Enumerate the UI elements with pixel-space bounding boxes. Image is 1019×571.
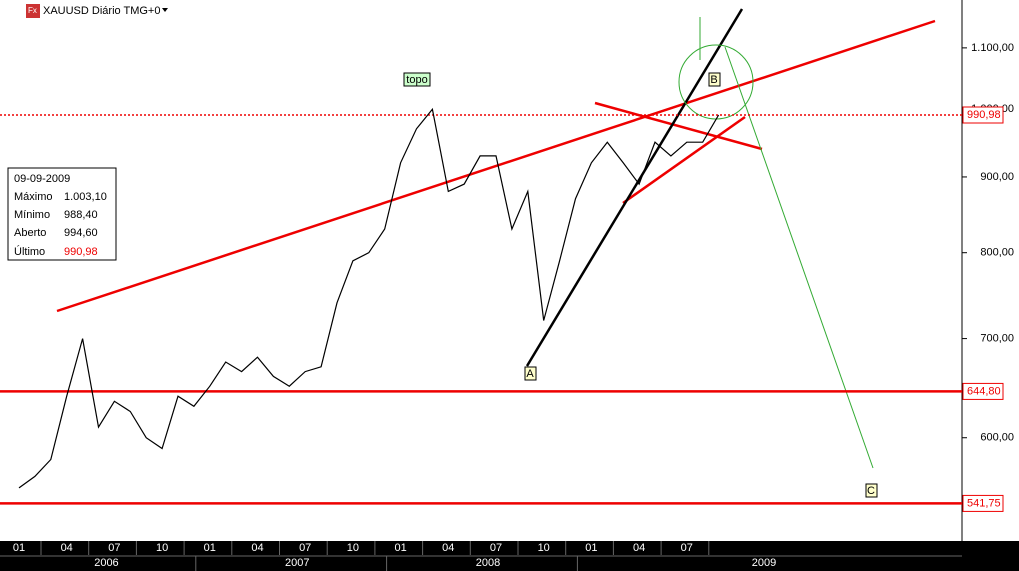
level-label: 990,98 xyxy=(967,109,1001,121)
annotation: A xyxy=(526,368,534,380)
dropdown[interactable] xyxy=(162,8,168,12)
year-label: 2009 xyxy=(752,557,776,569)
annotation: topo xyxy=(406,74,427,86)
info-label: Mínimo xyxy=(14,209,50,221)
x-tick-label: 04 xyxy=(251,542,263,554)
x-tick-label: 01 xyxy=(394,542,406,554)
annotations: topo A B C xyxy=(403,72,878,498)
trend-line xyxy=(594,101,763,151)
info-label: Aberto xyxy=(14,227,46,239)
y-tick-label: 900,00 xyxy=(980,171,1014,183)
x-tick-label: 10 xyxy=(347,542,359,554)
info-date: 09-09-2009 xyxy=(14,173,70,185)
y-tick-label: 600,00 xyxy=(980,432,1014,444)
level-label-box xyxy=(962,106,1004,124)
label-box xyxy=(865,483,878,498)
x-tick-label: 07 xyxy=(681,542,693,554)
icon xyxy=(26,4,40,18)
info-value: 994,60 xyxy=(64,227,98,239)
level-label-box xyxy=(962,494,1004,512)
level-label: 644,80 xyxy=(967,385,1001,397)
info-value: 1.003,10 xyxy=(64,191,107,203)
y-tick-label: 800,00 xyxy=(980,247,1014,259)
info-panel xyxy=(7,167,117,261)
x-tick-label: 04 xyxy=(442,542,454,554)
info-label: Último xyxy=(14,245,45,258)
level-label-box xyxy=(962,382,1004,400)
level-label: 541,75 xyxy=(967,497,1001,509)
x-tick-label: 07 xyxy=(108,542,120,554)
x-tick-label: 01 xyxy=(585,542,597,554)
x-tick-label: 01 xyxy=(204,542,216,554)
price-line xyxy=(18,107,720,489)
x-tick-label: 01 xyxy=(13,542,25,554)
x-tick-label: 04 xyxy=(61,542,73,554)
y-tick-label: 700,00 xyxy=(980,332,1014,344)
label-box xyxy=(403,72,431,87)
year-label: 2006 xyxy=(94,557,118,569)
annotation: C xyxy=(867,485,875,497)
trend-line xyxy=(525,8,744,367)
x-tick-label: 07 xyxy=(490,542,502,554)
drawings xyxy=(56,8,936,469)
chart-title: XAUUSD Diário TMG+0 xyxy=(43,5,160,17)
x-tick-label: 04 xyxy=(633,542,645,554)
info-value: 988,40 xyxy=(64,209,98,221)
trend-line xyxy=(56,19,936,313)
info-value: 990,98 xyxy=(64,246,98,258)
x-tick-label: 07 xyxy=(299,542,311,554)
projection-line xyxy=(724,46,874,469)
x-tick-label: 10 xyxy=(156,542,168,554)
header: Fx XAUUSD Diário TMG+0 xyxy=(26,4,168,18)
trend-line xyxy=(622,115,746,205)
y-tick-label: 1.100,00 xyxy=(971,42,1014,54)
icon-text: Fx xyxy=(28,6,37,15)
x-tick-label: 10 xyxy=(538,542,550,554)
year-label: 2008 xyxy=(476,557,500,569)
label-box xyxy=(708,72,721,87)
label-box xyxy=(524,366,537,381)
annotation: B xyxy=(710,74,717,86)
info-box: 09-09-2009 Máximo 1.003,10 Mínimo 988,40… xyxy=(7,167,117,261)
year-label: 2007 xyxy=(285,557,309,569)
info-label: Máximo xyxy=(14,191,53,203)
